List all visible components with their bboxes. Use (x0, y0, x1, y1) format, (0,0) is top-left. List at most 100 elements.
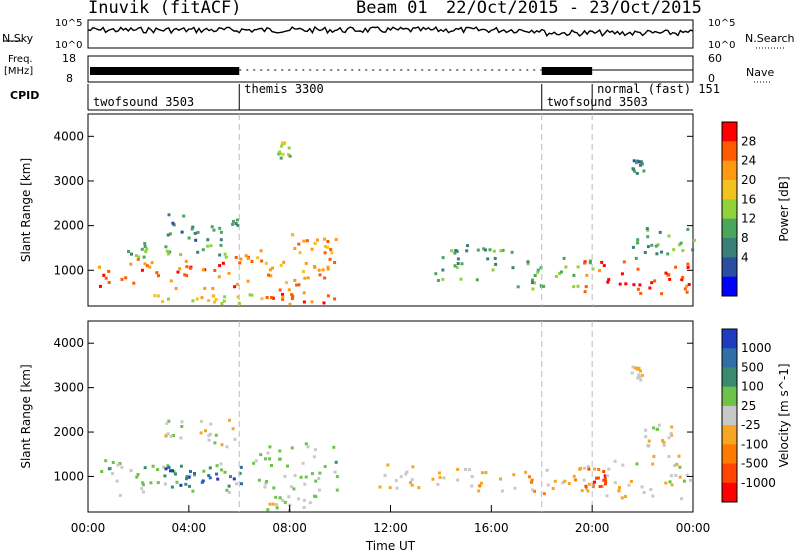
data-cell (124, 276, 128, 280)
data-cell (533, 489, 536, 493)
colorbar-frame (721, 328, 738, 503)
data-cell (120, 465, 124, 469)
data-cell (278, 449, 282, 453)
data-cell (334, 238, 338, 241)
data-cell (240, 482, 243, 486)
data-cell (264, 261, 268, 265)
data-cell (217, 275, 221, 279)
colorbar-swatch (722, 276, 737, 297)
data-cell (637, 160, 641, 164)
data-cell (164, 434, 168, 438)
data-cell (305, 239, 309, 243)
data-cell (633, 169, 636, 173)
data-cell (646, 443, 650, 447)
data-cell (667, 455, 671, 458)
colorbar-swatch (722, 463, 737, 484)
data-cell (492, 249, 496, 253)
data-cell (644, 435, 648, 439)
data-cell (409, 481, 412, 485)
freq-tick-top: 18 (62, 52, 76, 65)
data-cell (622, 260, 626, 264)
data-cell (639, 163, 642, 167)
data-cell (304, 475, 308, 479)
data-cell (656, 243, 660, 247)
data-cell (533, 281, 537, 285)
cpid-label: CPID (10, 89, 40, 102)
data-cell (554, 275, 558, 278)
data-cell (500, 489, 504, 493)
data-cell (467, 468, 471, 472)
data-cell (576, 284, 580, 288)
data-cell (651, 494, 655, 498)
data-cell (640, 162, 644, 166)
data-cell (593, 480, 597, 484)
data-cell (271, 502, 275, 506)
data-cell (542, 492, 546, 496)
data-cell (682, 479, 686, 483)
data-cell (302, 506, 306, 509)
data-cell (607, 467, 611, 471)
data-cell (326, 294, 330, 298)
colorbar-tick-label: -500 (741, 457, 768, 471)
data-cell (196, 250, 200, 254)
data-cell (574, 478, 577, 482)
data-cell (572, 273, 576, 277)
data-cell (648, 286, 652, 290)
data-cell (204, 429, 207, 433)
data-cell (264, 481, 268, 485)
data-cell (604, 479, 608, 483)
data-cell (593, 467, 597, 471)
data-cell (651, 462, 655, 466)
data-cell (207, 434, 211, 438)
data-cell (655, 252, 659, 256)
data-cell (223, 252, 227, 256)
data-cell (208, 466, 212, 470)
data-cell (688, 478, 692, 482)
colorbar-swatch (722, 386, 737, 407)
data-cell (530, 281, 534, 285)
data-cell (266, 508, 270, 512)
colorbar-swatch (722, 425, 737, 445)
data-cell (664, 271, 668, 275)
data-cell (238, 471, 242, 475)
data-cell (585, 486, 588, 490)
data-cell (140, 268, 144, 272)
data-cell (313, 265, 316, 268)
data-cell (654, 244, 658, 248)
data-cell (404, 472, 408, 476)
data-cell (691, 248, 695, 252)
data-cell (605, 474, 609, 478)
data-cell (476, 248, 480, 252)
data-cell (302, 239, 306, 243)
data-cell (410, 483, 414, 487)
data-cell (185, 475, 189, 479)
data-cell (470, 475, 474, 479)
data-cell (646, 245, 650, 249)
data-cell (232, 477, 236, 481)
data-cell (595, 476, 598, 480)
data-cell (265, 480, 269, 483)
data-cell (290, 297, 294, 301)
data-cell (635, 171, 639, 175)
data-cell (667, 234, 671, 238)
data-cell (267, 273, 270, 277)
data-cell (664, 481, 668, 485)
data-cell (633, 366, 637, 370)
data-cell (536, 268, 540, 272)
data-cell (246, 257, 250, 261)
data-cell (268, 445, 272, 449)
data-cell (310, 300, 314, 304)
data-cell (143, 466, 147, 470)
data-cell (670, 433, 674, 437)
data-cell (191, 299, 195, 303)
data-cell (220, 443, 224, 447)
data-cell (323, 251, 327, 255)
data-cell (246, 279, 250, 283)
data-cell (98, 265, 101, 269)
colorbar-swatch (722, 122, 737, 142)
data-cell (218, 264, 222, 268)
data-cell (223, 295, 227, 299)
data-cell (227, 271, 231, 275)
data-cell (213, 300, 217, 304)
data-cell (318, 471, 322, 475)
